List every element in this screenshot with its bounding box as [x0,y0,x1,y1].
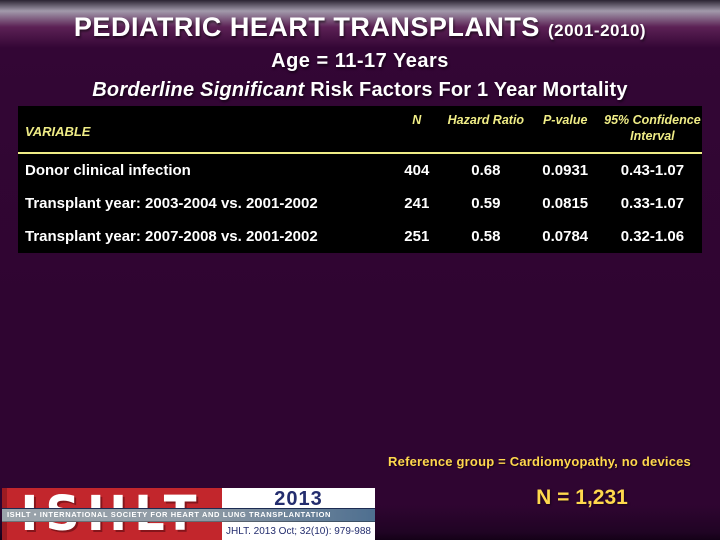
cell-confidence-interval: 0.43-1.07 [620,162,685,179]
slide-title-years: (2001-2010) [547,21,647,40]
col-header-p-value: P-value [527,106,603,154]
cell-confidence-interval: 0.33-1.07 [620,195,685,212]
table-row: Donor clinical infection 404 0.68 0.0931… [18,153,702,187]
risk-factors-table: VARIABLE N Hazard Ratio P-value 95% Conf… [18,106,702,253]
col-header-n: N [389,106,445,154]
cell-p-value: 0.0815 [542,195,589,212]
cell-hazard-ratio: 0.68 [471,162,501,179]
ishlt-logo: ISHLT 2013 JHLT. 2013 Oct; 32(10): 979-9… [2,488,375,540]
ishlt-banner: ISHLT • INTERNATIONAL SOCIETY FOR HEART … [2,508,375,522]
table-row: Transplant year: 2003-2004 vs. 2001-2002… [18,187,702,220]
reference-group-note: Reference group = Cardiomyopathy, no dev… [388,454,691,469]
total-n-label: N = 1,231 [536,486,628,509]
journal-citation: JHLT. 2013 Oct; 32(10): 979-988 [226,526,371,537]
ishlt-banner-text: ISHLT • INTERNATIONAL SOCIETY FOR HEART … [7,510,332,519]
slide-subtitle-risk: Borderline Significant Risk Factors For … [0,78,720,102]
slide-header: PEDIATRIC HEART TRANSPLANTS (2001-2010) … [0,0,720,102]
cell-variable: Transplant year: 2007-2008 vs. 2001-2002 [25,228,318,245]
table-row: Transplant year: 2007-2008 vs. 2001-2002… [18,220,702,253]
col-header-confidence-interval: 95% Confidence Interval [602,106,702,154]
col-header-variable: VARIABLE [18,106,390,154]
cell-hazard-ratio: 0.58 [471,228,501,245]
slide-title-line: PEDIATRIC HEART TRANSPLANTS (2001-2010) [0,12,720,46]
slide-title: PEDIATRIC HEART TRANSPLANTS [73,12,540,42]
slide-subtitle-risk-emphasis: Borderline Significant [92,79,305,101]
slide-subtitle-risk-rest: Risk Factors For 1 Year Mortality [304,79,628,101]
logo-year: 2013 [274,488,323,510]
cell-n: 241 [404,195,430,212]
cell-p-value: 0.0931 [542,162,589,179]
cell-confidence-interval: 0.32-1.06 [620,228,685,245]
cell-n: 251 [404,228,430,245]
cell-variable: Transplant year: 2003-2004 vs. 2001-2002 [25,195,318,212]
slide-subtitle-age: Age = 11-17 Years [271,50,449,72]
cell-p-value: 0.0784 [542,228,589,245]
cell-hazard-ratio: 0.59 [471,195,501,212]
cell-variable: Donor clinical infection [25,162,191,179]
table-header-row: VARIABLE N Hazard Ratio P-value 95% Conf… [18,106,702,154]
cell-n: 404 [404,162,430,179]
col-header-hazard-ratio: Hazard Ratio [444,106,528,154]
